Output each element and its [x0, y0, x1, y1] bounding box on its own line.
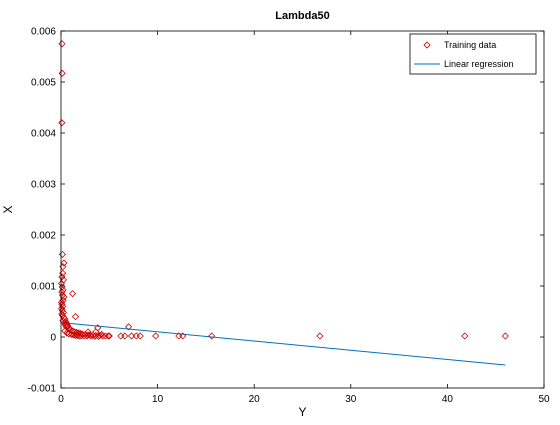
training-data-point	[136, 332, 144, 340]
x-tick-label: 10	[152, 394, 164, 405]
plot-frame	[60, 30, 545, 389]
y-tick-label: 0.001	[31, 282, 56, 293]
training-data-point	[57, 279, 66, 288]
training-data-point	[208, 332, 216, 340]
training-data-point	[69, 327, 77, 335]
training-data-point	[461, 332, 469, 340]
training-data-point	[127, 332, 136, 340]
training-data-point	[68, 330, 76, 339]
y-axis-label: X	[1, 205, 15, 213]
training-data-point	[121, 332, 129, 340]
y-tick-label: 0	[50, 333, 56, 344]
legend-training-label: Training data	[444, 40, 496, 50]
training-data-point	[105, 332, 113, 340]
x-tick-label: 20	[249, 394, 261, 405]
y-tick-label: 0.002	[31, 231, 56, 242]
training-data-point	[104, 332, 112, 340]
y-tick-label: 0.005	[31, 78, 56, 89]
training-data-point	[95, 332, 103, 341]
y-tick-label: 0.003	[31, 180, 56, 191]
training-data-point	[75, 332, 83, 340]
chart-title: Lambda50	[275, 10, 329, 22]
training-data-point	[125, 323, 133, 331]
training-data-point	[92, 328, 100, 336]
training-data-point	[58, 250, 67, 258]
legend-training-marker	[423, 41, 431, 49]
training-data-point	[98, 330, 106, 339]
training-data-point	[58, 119, 66, 127]
training-data-point	[71, 313, 80, 321]
training-data-point	[501, 332, 509, 340]
y-tick-label: -0.001	[28, 384, 57, 395]
x-tick-label: 40	[442, 394, 454, 405]
training-data-point	[58, 69, 66, 77]
training-data-point	[76, 329, 84, 337]
training-data-point	[65, 330, 73, 338]
training-data-point	[58, 40, 66, 48]
y-tick-label: 0.004	[31, 129, 56, 140]
training-data-point	[60, 293, 68, 301]
x-axis-label: Y	[298, 405, 306, 419]
tick-layer: 0 10 20 30 40 50-0.00100.0010.0020.0030.0040.…	[28, 27, 550, 406]
y-tick-label: 0.006	[31, 27, 56, 38]
training-data-point	[58, 288, 66, 296]
training-data-point	[63, 329, 71, 337]
legend-regression-label: Linear regression	[444, 59, 514, 69]
training-data-point	[60, 259, 68, 267]
training-data-point	[69, 290, 77, 298]
legend: Training data Linear regression	[409, 33, 537, 75]
training-data-point	[152, 332, 160, 340]
x-tick-label: 30	[345, 394, 357, 405]
x-tick-label: 0	[58, 394, 64, 405]
x-tick-label: 50	[538, 394, 550, 405]
training-data-point	[80, 332, 88, 340]
training-data-point	[179, 332, 187, 340]
training-data-point	[77, 332, 85, 340]
training-data-point	[58, 273, 66, 281]
training-data-point	[316, 332, 324, 340]
regression-line	[62, 322, 506, 366]
training-data-point	[84, 328, 92, 336]
legend-box	[409, 33, 537, 75]
